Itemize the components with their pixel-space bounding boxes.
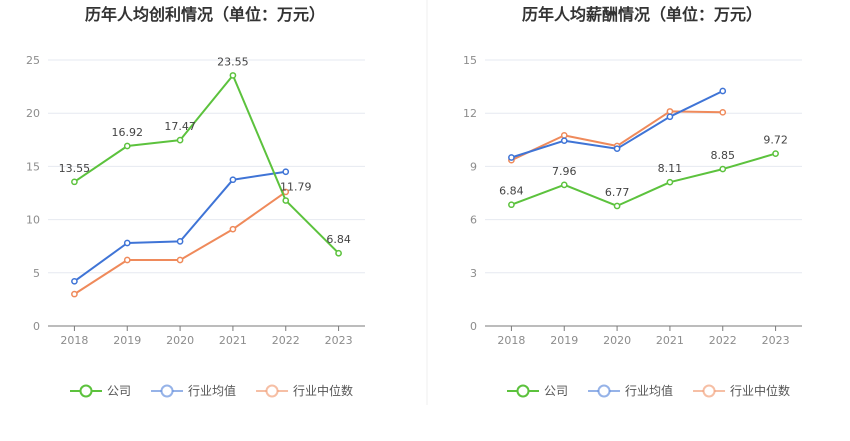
data-label: 17.47: [164, 120, 196, 133]
legend-marker: [160, 384, 174, 398]
data-label: 6.84: [499, 185, 524, 198]
x-tick-label: 2023: [762, 334, 790, 347]
x-tick-label: 2020: [603, 334, 631, 347]
legend-label: 行业均值: [625, 383, 673, 398]
data-point: [613, 202, 621, 210]
data-label: 16.92: [112, 126, 144, 139]
data-label: 11.79: [280, 181, 312, 194]
y-tick-label: 0: [33, 320, 40, 333]
x-tick-label: 2021: [219, 334, 247, 347]
y-tick-label: 3: [470, 267, 477, 280]
legend-label: 公司: [544, 384, 568, 398]
chart-title: 历年人均薪酬情况（单位：万元）: [522, 5, 762, 24]
data-point: [71, 290, 78, 298]
data-point: [176, 238, 184, 245]
x-tick-label: 2021: [656, 334, 684, 347]
data-label: 8.11: [658, 162, 683, 175]
x-tick-label: 2018: [497, 334, 525, 347]
data-point: [666, 108, 674, 115]
data-point: [719, 87, 727, 95]
data-label: 23.55: [217, 55, 249, 68]
data-point: [560, 132, 568, 139]
data-point: [508, 201, 515, 209]
x-tick-label: 2018: [60, 334, 88, 347]
data-point: [282, 197, 290, 204]
data-point: [560, 137, 568, 145]
legend-label: 行业中位数: [293, 383, 353, 398]
legend-marker: [597, 384, 611, 398]
y-tick-label: 15: [26, 160, 40, 173]
data-point: [229, 176, 237, 184]
y-tick-label: 20: [26, 107, 40, 120]
data-point: [508, 154, 515, 161]
data-point: [335, 249, 342, 257]
legend-label: 行业均值: [188, 383, 236, 398]
data-point: [71, 277, 78, 285]
data-label: 7.96: [552, 165, 577, 178]
y-tick-label: 9: [470, 160, 477, 173]
x-tick-label: 2023: [325, 334, 353, 347]
y-tick-label: 15: [463, 54, 477, 67]
y-tick-label: 25: [26, 54, 40, 67]
data-point: [772, 150, 779, 157]
data-point: [71, 178, 78, 186]
y-tick-label: 5: [33, 267, 40, 280]
legend-label: 公司: [107, 384, 131, 398]
data-point: [282, 168, 290, 176]
data-point: [719, 165, 727, 173]
data-point: [123, 256, 131, 264]
legend-marker: [79, 384, 93, 398]
x-tick-label: 2019: [113, 334, 141, 347]
legend-marker: [702, 384, 716, 398]
data-label: 8.85: [711, 149, 736, 162]
data-point: [229, 72, 237, 79]
data-point: [123, 142, 131, 150]
chart-title: 历年人均创利情况（单位：万元）: [85, 5, 325, 24]
y-tick-label: 6: [470, 214, 477, 227]
legend-label: 行业中位数: [730, 383, 790, 398]
series-line: [73, 74, 340, 254]
y-tick-label: 12: [463, 107, 477, 120]
data-point: [666, 178, 674, 186]
data-label: 13.55: [59, 162, 91, 175]
series-line: [510, 110, 723, 162]
data-point: [719, 108, 727, 116]
x-tick-label: 2022: [709, 334, 737, 347]
data-point: [176, 256, 184, 264]
data-point: [560, 181, 568, 189]
data-label: 9.72: [763, 134, 788, 147]
x-tick-label: 2022: [272, 334, 300, 347]
data-point: [176, 136, 184, 144]
data-point: [613, 145, 621, 153]
y-tick-label: 0: [470, 320, 477, 333]
data-label: 6.84: [326, 233, 351, 246]
series-line: [511, 152, 776, 207]
y-tick-label: 10: [26, 214, 40, 227]
x-tick-label: 2020: [166, 334, 194, 347]
legend-marker: [265, 384, 279, 398]
x-tick-label: 2019: [550, 334, 578, 347]
data-label: 6.77: [605, 186, 630, 199]
data-point: [123, 239, 131, 247]
data-point: [229, 225, 237, 233]
series-line: [73, 170, 286, 283]
data-point: [666, 113, 674, 121]
legend-marker: [516, 384, 530, 398]
